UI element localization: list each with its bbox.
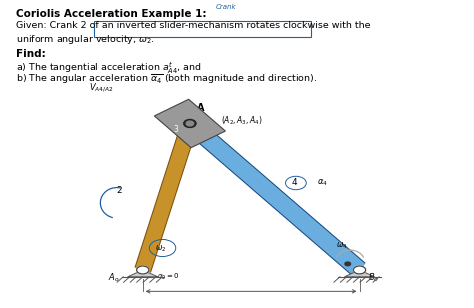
Circle shape (186, 121, 194, 126)
Text: uniform angular velocity, $\omega_2$.: uniform angular velocity, $\omega_2$. (16, 34, 155, 47)
Text: A: A (197, 103, 204, 113)
Text: Given: Crank 2 of an inverted slider-mechanism rotates clockwise with the: Given: Crank 2 of an inverted slider-mec… (16, 21, 370, 30)
Text: Crank: Crank (216, 4, 237, 10)
Text: $\alpha_4$: $\alpha_4$ (317, 178, 328, 188)
Polygon shape (155, 99, 226, 148)
Text: 4: 4 (291, 179, 297, 188)
Text: b) The angular acceleration $\overline{\alpha_4}$ (both magnitude and direction): b) The angular acceleration $\overline{\… (16, 73, 317, 87)
Polygon shape (345, 270, 374, 277)
Text: a) The tangential acceleration $a^t_{A4}$, and: a) The tangential acceleration $a^t_{A4}… (16, 61, 201, 76)
Text: 3: 3 (173, 125, 178, 134)
Circle shape (184, 120, 196, 128)
Text: $\alpha_2=0$: $\alpha_2=0$ (157, 272, 180, 282)
Text: $\omega_4$: $\omega_4$ (336, 240, 347, 251)
Circle shape (345, 262, 351, 266)
Text: Find:: Find: (16, 49, 46, 59)
Text: $V_{A4/A2}$: $V_{A4/A2}$ (89, 82, 113, 95)
Text: 2: 2 (116, 186, 121, 195)
Text: $\omega_2$: $\omega_2$ (155, 243, 166, 254)
Text: $(A_2, A_3, A_4)$: $(A_2, A_3, A_4)$ (220, 114, 262, 127)
Circle shape (354, 266, 365, 274)
Circle shape (137, 266, 149, 274)
Text: Coriolis Acceleration Example 1:: Coriolis Acceleration Example 1: (16, 9, 206, 19)
Text: $B_o$: $B_o$ (368, 272, 379, 284)
Text: $A_o$: $A_o$ (108, 272, 119, 284)
Polygon shape (128, 270, 158, 277)
